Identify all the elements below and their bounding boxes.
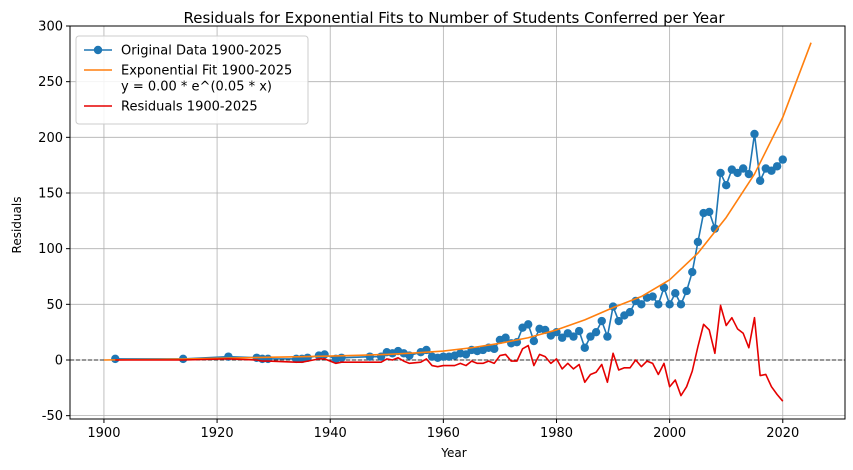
data-point bbox=[767, 166, 776, 175]
data-point bbox=[722, 181, 731, 190]
data-point bbox=[772, 162, 782, 171]
legend-label: Exponential Fit 1900-2025 y = 0.00 * e^(0… bbox=[121, 64, 292, 95]
plot-area-frame bbox=[69, 25, 846, 420]
data-point bbox=[733, 168, 742, 178]
data-point bbox=[111, 354, 120, 364]
data-point bbox=[738, 164, 748, 173]
y-tick-label: 250 bbox=[38, 75, 63, 90]
data-point bbox=[693, 237, 703, 247]
data-point bbox=[580, 343, 589, 352]
legend-label: Residuals 1900-2025 bbox=[121, 100, 258, 115]
x-tick-label: 2000 bbox=[653, 426, 686, 441]
data-point bbox=[337, 353, 346, 362]
y-tick-label: 200 bbox=[38, 131, 63, 146]
data-point bbox=[490, 344, 499, 354]
legend-marker bbox=[93, 45, 103, 55]
data-point bbox=[320, 350, 329, 359]
data-point bbox=[586, 332, 595, 341]
legend-entry: Original Data 1900-2025 bbox=[84, 44, 282, 59]
data-point bbox=[688, 267, 697, 277]
series-residuals bbox=[115, 304, 784, 402]
x-tick-label: 1960 bbox=[427, 426, 460, 441]
x-tick-label: 2020 bbox=[766, 426, 799, 441]
y-tick-label: 300 bbox=[38, 20, 63, 35]
series-exponential-fit bbox=[103, 42, 812, 361]
data-point bbox=[755, 176, 765, 185]
series-line bbox=[115, 304, 784, 402]
data-point bbox=[648, 292, 657, 301]
data-point bbox=[705, 207, 714, 217]
y-tick-label: 150 bbox=[38, 186, 63, 201]
data-point bbox=[501, 333, 510, 342]
data-point bbox=[682, 286, 691, 296]
data-point bbox=[659, 283, 669, 292]
legend-entry: Residuals 1900-2025 bbox=[84, 100, 258, 115]
series-line bbox=[103, 42, 812, 361]
data-point bbox=[524, 320, 533, 329]
legend: Original Data 1900-2025 Exponential Fit 1… bbox=[75, 35, 309, 125]
data-point bbox=[778, 155, 787, 164]
series-original-data bbox=[111, 129, 787, 364]
data-point bbox=[654, 300, 663, 309]
data-point bbox=[461, 350, 471, 359]
y-axis-ticks: -50 0 50 100 150 200 250 300 bbox=[38, 20, 70, 424]
data-point bbox=[529, 336, 539, 346]
legend-label: Original Data 1900-2025 bbox=[121, 44, 282, 59]
y-tick-label: -50 bbox=[42, 409, 63, 424]
data-point bbox=[303, 353, 312, 362]
data-point bbox=[676, 300, 686, 309]
data-point bbox=[597, 316, 606, 326]
y-tick-label: 50 bbox=[46, 298, 63, 313]
grid-lines bbox=[70, 25, 845, 419]
data-point bbox=[637, 300, 646, 309]
x-tick-label: 1920 bbox=[201, 426, 234, 441]
y-tick-label: 0 bbox=[55, 353, 63, 368]
data-point bbox=[569, 332, 578, 341]
x-axis-ticks: 1900 1920 1940 1960 1980 2000 2020 bbox=[87, 419, 799, 441]
y-axis-title: Residuals bbox=[10, 197, 24, 254]
data-point bbox=[365, 352, 375, 361]
series-layer bbox=[103, 42, 812, 402]
y-tick-label: 100 bbox=[38, 242, 63, 257]
data-point bbox=[750, 129, 759, 139]
data-point bbox=[557, 333, 567, 342]
x-tick-label: 1900 bbox=[87, 426, 120, 441]
data-point bbox=[625, 307, 635, 317]
x-tick-label: 1940 bbox=[314, 426, 347, 441]
data-point bbox=[614, 316, 623, 326]
x-tick-label: 1980 bbox=[540, 426, 573, 441]
series-line bbox=[115, 133, 784, 360]
data-point bbox=[671, 289, 680, 298]
data-point bbox=[574, 326, 584, 336]
data-point bbox=[603, 332, 612, 341]
data-point bbox=[710, 224, 720, 233]
x-axis-title: Year bbox=[440, 446, 466, 460]
legend-entry: Exponential Fit 1900-2025 y = 0.00 * e^(0… bbox=[84, 64, 292, 95]
data-point bbox=[591, 327, 601, 337]
chart-title: Residuals for Exponential Fits to Number… bbox=[183, 9, 725, 27]
legend-box bbox=[75, 35, 309, 125]
data-point bbox=[716, 168, 725, 178]
data-point bbox=[744, 169, 754, 179]
data-point bbox=[665, 300, 674, 309]
